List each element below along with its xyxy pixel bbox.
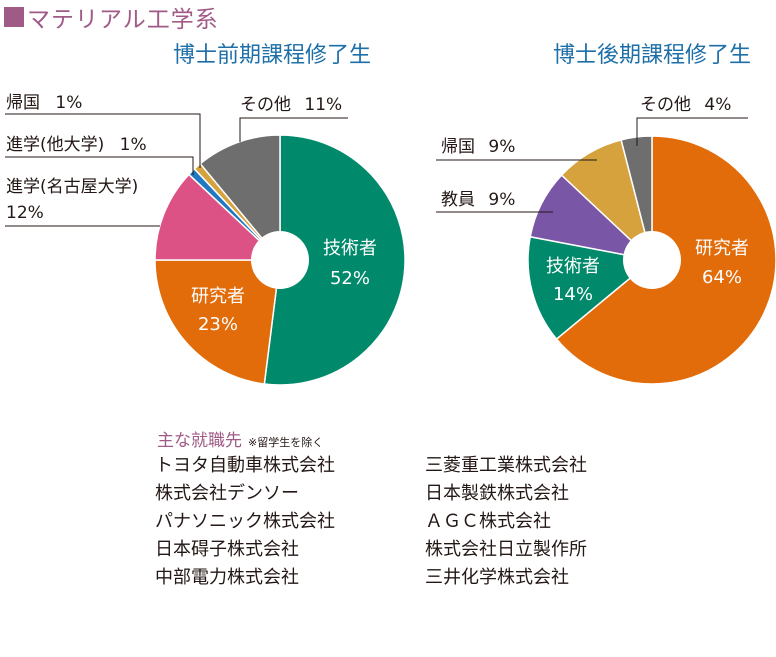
- value-engineer-master: 52%: [330, 268, 370, 289]
- value-researcher-doctor: 64%: [702, 267, 742, 288]
- company-item: 日本製鉄株式会社: [425, 483, 569, 504]
- careers-note: ※留学生を除く: [248, 436, 324, 449]
- label-engineer-master: 技術者: [323, 238, 377, 259]
- label-other-doctor: その他 4%: [640, 95, 731, 115]
- donut-hole: [623, 231, 681, 289]
- label-nagoya-master: 進学(名古屋大学): [6, 177, 138, 197]
- pie-slice: [620, 135, 653, 261]
- company-item: 中部電力株式会社: [155, 567, 299, 588]
- company-item: パナソニック株式会社: [155, 511, 335, 532]
- section-title: マテリアル工学系: [27, 7, 219, 33]
- company-item: 日本碍子株式会社: [155, 539, 299, 560]
- pie-slice: [154, 259, 281, 385]
- careers-heading: 主な就職先 ※留学生を除く: [157, 426, 323, 451]
- section-header: マテリアル工学系: [4, 2, 219, 33]
- pie-doctor: [527, 135, 776, 385]
- pie-charts: 博士前期課程修了生 博士後期課程修了生 帰国 1% 進学(他大学) 1% 進学(…: [5, 43, 776, 386]
- square-icon: [4, 7, 24, 27]
- value-researcher-master: 23%: [198, 314, 238, 335]
- company-item: 三菱重工業株式会社: [425, 455, 587, 476]
- label-researcher-master: 研究者: [191, 286, 245, 307]
- pie-master: [154, 134, 406, 386]
- value-nagoya-master: 12%: [6, 203, 44, 223]
- chart-title-doctor: 博士後期課程修了生: [553, 43, 751, 68]
- leader-lines: [5, 113, 748, 227]
- pie-slice: [527, 235, 654, 341]
- careers-title: 主な就職先: [157, 431, 242, 451]
- label-teacher-doctor: 教員 9%: [441, 190, 515, 210]
- company-item: 株式会社デンソー: [155, 483, 299, 504]
- pie-slice: [263, 134, 406, 386]
- company-item: 三井化学株式会社: [425, 567, 569, 588]
- company-item: トヨタ自動車株式会社: [155, 455, 335, 476]
- chart-title-master: 博士前期課程修了生: [173, 43, 371, 68]
- label-engineer-doctor: 技術者: [546, 256, 600, 277]
- label-other-master: その他 11%: [240, 95, 342, 115]
- company-item: ＡＧＣ株式会社: [425, 511, 551, 532]
- company-item: 株式会社日立製作所: [425, 539, 587, 560]
- label-return-master: 帰国 1%: [6, 93, 82, 113]
- label-other-univ-master: 進学(他大学) 1%: [6, 135, 147, 155]
- value-engineer-doctor: 14%: [553, 284, 593, 305]
- label-return-doctor: 帰国 9%: [441, 137, 515, 157]
- pie-slice: [199, 134, 281, 263]
- donut-hole: [251, 231, 309, 289]
- company-list: トヨタ自動車株式会社 三菱重工業株式会社 株式会社デンソー 日本製鉄株式会社 パ…: [155, 455, 625, 589]
- pie-slice: [154, 173, 282, 261]
- label-researcher-doctor: 研究者: [695, 238, 749, 259]
